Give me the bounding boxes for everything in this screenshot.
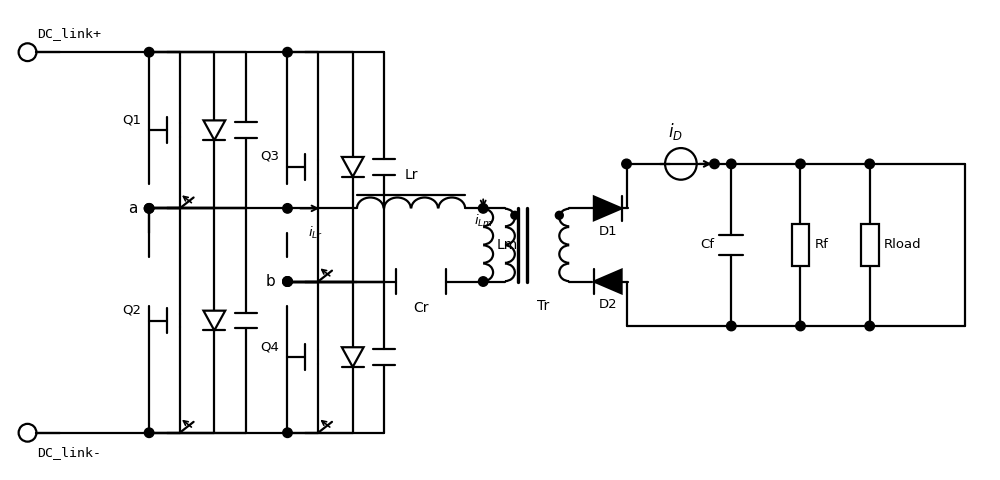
Circle shape xyxy=(478,277,488,286)
Polygon shape xyxy=(594,270,622,293)
Circle shape xyxy=(555,211,563,219)
Text: D1: D1 xyxy=(598,225,617,238)
Text: $i_{Lm}$: $i_{Lm}$ xyxy=(474,213,493,229)
Circle shape xyxy=(283,428,292,437)
Text: a: a xyxy=(128,201,137,216)
Polygon shape xyxy=(203,311,225,330)
Circle shape xyxy=(865,159,874,168)
Polygon shape xyxy=(594,196,622,220)
Circle shape xyxy=(478,204,488,213)
Polygon shape xyxy=(342,157,364,177)
Circle shape xyxy=(710,159,719,168)
Circle shape xyxy=(511,211,519,219)
Circle shape xyxy=(283,277,292,286)
Text: DC_link+: DC_link+ xyxy=(37,27,101,40)
Circle shape xyxy=(144,204,154,213)
Circle shape xyxy=(144,204,154,213)
Text: Cf: Cf xyxy=(700,239,714,252)
Text: Cr: Cr xyxy=(413,301,429,315)
Text: Q1: Q1 xyxy=(122,113,141,126)
Text: Rload: Rload xyxy=(884,239,921,252)
Text: Lr: Lr xyxy=(404,168,418,182)
Circle shape xyxy=(283,277,292,286)
Circle shape xyxy=(727,321,736,331)
FancyBboxPatch shape xyxy=(861,224,879,266)
Text: Lm: Lm xyxy=(497,238,518,252)
Circle shape xyxy=(727,159,736,168)
Text: DC_link-: DC_link- xyxy=(37,445,101,458)
Polygon shape xyxy=(203,120,225,140)
FancyBboxPatch shape xyxy=(792,224,809,266)
Circle shape xyxy=(283,204,292,213)
Circle shape xyxy=(622,159,631,168)
Text: Tr: Tr xyxy=(537,300,550,313)
Text: Rf: Rf xyxy=(814,239,828,252)
Text: $i_{Lr}$: $i_{Lr}$ xyxy=(308,225,323,241)
Text: Q3: Q3 xyxy=(261,150,280,163)
Circle shape xyxy=(796,159,805,168)
Circle shape xyxy=(283,277,292,286)
Circle shape xyxy=(796,321,805,331)
Polygon shape xyxy=(342,347,364,367)
Text: b: b xyxy=(266,274,276,289)
Text: D2: D2 xyxy=(598,298,617,312)
Circle shape xyxy=(865,321,874,331)
Text: Q4: Q4 xyxy=(261,340,280,353)
Circle shape xyxy=(283,48,292,57)
Text: $i_D$: $i_D$ xyxy=(668,121,683,142)
Text: Q2: Q2 xyxy=(122,304,141,317)
Circle shape xyxy=(144,428,154,437)
Circle shape xyxy=(144,48,154,57)
